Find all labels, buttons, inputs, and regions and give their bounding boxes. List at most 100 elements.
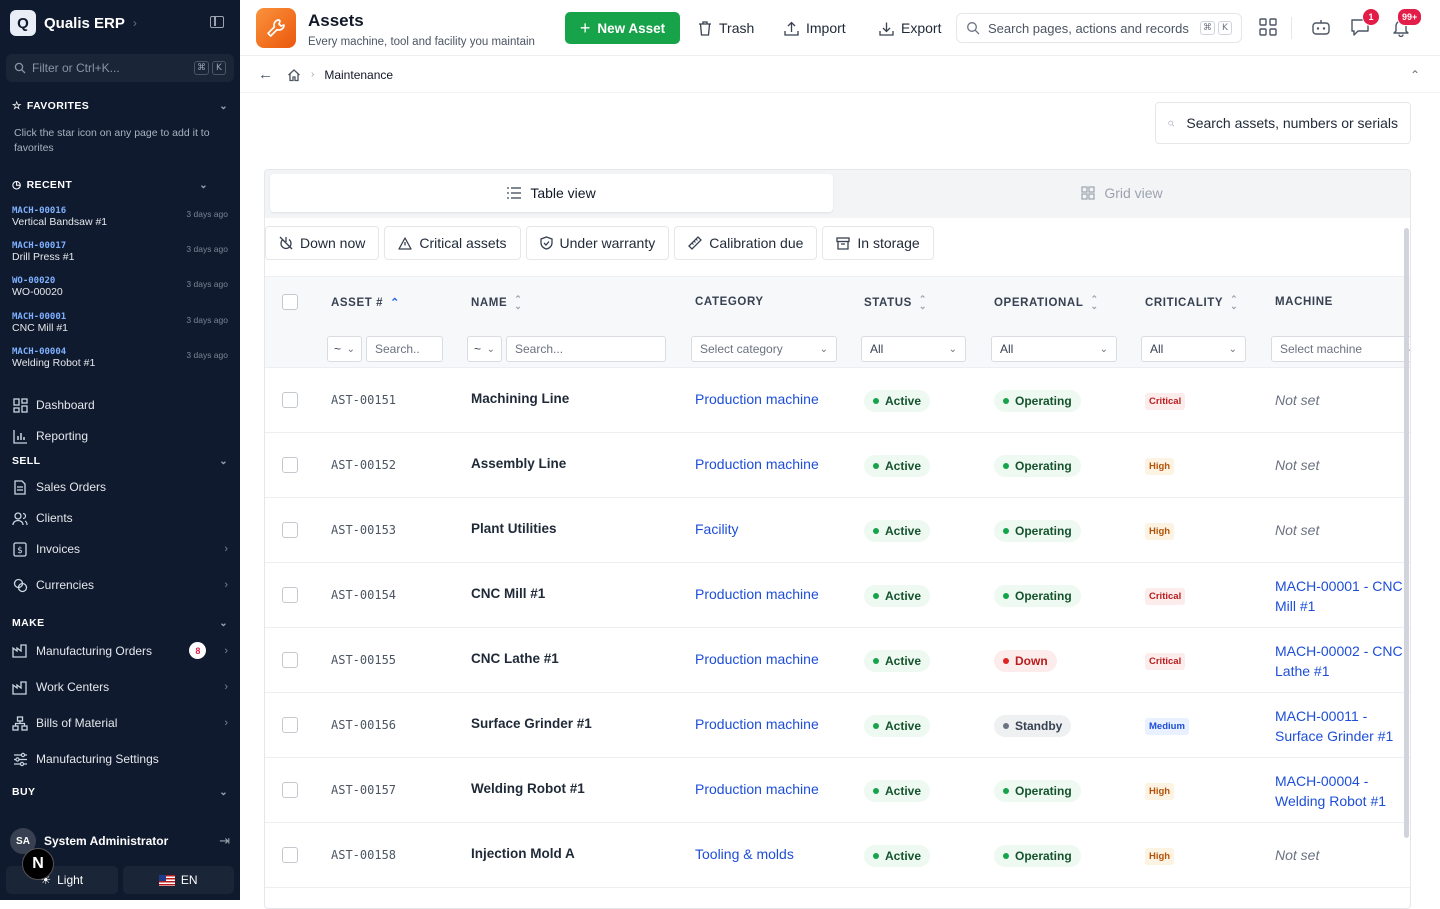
category-link[interactable]: Production machine	[695, 586, 819, 602]
tab-grid-view[interactable]: Grid view	[838, 174, 1406, 212]
name-search-filter[interactable]: Search...	[506, 336, 666, 362]
table-row[interactable]: AST-00152 Assembly Line Production machi…	[265, 433, 1410, 498]
category-link[interactable]: Production machine	[695, 781, 819, 797]
filter-under-warranty[interactable]: Under warranty	[525, 226, 670, 260]
asset-search-input[interactable]: Search assets, numbers or serials	[1155, 102, 1411, 144]
sidebar-item-work-centers[interactable]: Work Centers ›	[12, 679, 228, 695]
sidebar-item-bills-of-material[interactable]: Bills of Material ›	[12, 715, 228, 731]
table-row[interactable]: AST-00156 Surface Grinder #1 Production …	[265, 693, 1410, 758]
category-select[interactable]: Select category ⌄	[691, 336, 837, 362]
table-row[interactable]: AST-00153 Plant Utilities Facility Activ…	[265, 498, 1410, 563]
column-name[interactable]: NAME ⌃ ⌄	[471, 295, 522, 311]
buy-header[interactable]: BUY ⌄	[12, 786, 228, 798]
asset-name[interactable]: Assembly Line	[471, 456, 567, 471]
machine-link[interactable]: MACH-00002 - CNC Lathe #1	[1275, 643, 1403, 679]
asset-number[interactable]: AST-00155	[331, 653, 397, 667]
sidebar-item-currencies[interactable]: Currencies ›	[12, 577, 228, 593]
asset-operator-select[interactable]: ~ ⌄	[327, 336, 362, 362]
sidebar-item-sales-orders[interactable]: Sales Orders	[12, 479, 228, 495]
asset-name[interactable]: CNC Mill #1	[471, 586, 546, 601]
column-criticality[interactable]: CRITICALITY ⌃ ⌄	[1145, 295, 1238, 311]
new-asset-button[interactable]: + New Asset	[565, 12, 680, 44]
sidebar-item-clients[interactable]: Clients	[12, 510, 228, 526]
recent-item[interactable]: WO-00020 WO-00020 3 days ago	[12, 276, 228, 298]
export-button[interactable]: Export	[879, 12, 941, 44]
status-select[interactable]: All ⌄	[861, 336, 966, 362]
brand[interactable]: Q Qualis ERP ›	[10, 10, 137, 36]
sidebar-item-invoices[interactable]: $ Invoices ›	[12, 541, 228, 557]
asset-number[interactable]: AST-00156	[331, 718, 397, 732]
table-row[interactable]: AST-00154 CNC Mill #1 Production machine…	[265, 563, 1410, 628]
asset-number[interactable]: AST-00151	[331, 393, 397, 407]
machine-link[interactable]: MACH-00001 - CNC Mill #1	[1275, 578, 1403, 614]
chevron-up-icon[interactable]: ⌃	[1409, 67, 1420, 82]
user-profile[interactable]: SA System Administrator ⇥	[0, 826, 240, 856]
machine-select[interactable]: Select machine⌄	[1271, 336, 1410, 362]
filter-in-storage[interactable]: In storage	[822, 226, 934, 260]
sidebar-item-manufacturing-orders[interactable]: Manufacturing Orders 8 ›	[12, 642, 228, 659]
table-row[interactable]: AST-00157 Welding Robot #1 Production ma…	[265, 758, 1410, 823]
category-link[interactable]: Production machine	[695, 716, 819, 732]
column-asset-number[interactable]: ASSET # ⌃	[331, 296, 400, 310]
asset-name[interactable]: Injection Mold A	[471, 846, 575, 861]
recent-item[interactable]: MACH-00016 Vertical Bandsaw #1 3 days ag…	[12, 206, 228, 228]
row-checkbox[interactable]	[282, 847, 298, 863]
asset-number[interactable]: AST-00157	[331, 783, 397, 797]
language-selector[interactable]: EN	[122, 866, 234, 894]
import-button[interactable]: Import	[784, 12, 846, 44]
global-search-input[interactable]: Search pages, actions and records ⌘ K	[956, 13, 1242, 43]
row-checkbox[interactable]	[282, 717, 298, 733]
row-checkbox[interactable]	[282, 522, 298, 538]
table-row[interactable]: AST-00158 Injection Mold A Tooling & mol…	[265, 823, 1410, 888]
table-row[interactable]: AST-00155 CNC Lathe #1 Production machin…	[265, 628, 1410, 693]
back-arrow-icon[interactable]: ←	[258, 66, 273, 83]
asset-number[interactable]: AST-00158	[331, 848, 397, 862]
asset-number[interactable]: AST-00154	[331, 588, 397, 602]
filter-down-now[interactable]: Down now	[265, 226, 380, 260]
row-checkbox[interactable]	[282, 392, 298, 408]
table-row[interactable]: AST-00151 Machining Line Production mach…	[265, 368, 1410, 433]
sidebar-item-reporting[interactable]: Reporting	[12, 428, 228, 444]
recent-item[interactable]: MACH-00001 CNC Mill #1 3 days ago	[12, 312, 228, 334]
recent-item[interactable]: MACH-00004 Welding Robot #1 3 days ago	[12, 347, 228, 369]
home-icon[interactable]	[287, 68, 301, 82]
recent-header[interactable]: ◷ RECENT ⌄	[12, 179, 208, 191]
trash-button[interactable]: Trash	[698, 12, 754, 44]
machine-link[interactable]: MACH-00011 - Surface Grinder #1	[1275, 708, 1394, 744]
machine-link[interactable]: MACH-00004 - Welding Robot #1	[1275, 773, 1387, 809]
criticality-select[interactable]: All ⌄	[1141, 336, 1246, 362]
sidebar-item-dashboard[interactable]: Dashboard	[12, 397, 228, 413]
category-link[interactable]: Production machine	[695, 651, 819, 667]
operational-select[interactable]: All ⌄	[991, 336, 1117, 362]
make-header[interactable]: MAKE ⌄	[12, 617, 228, 629]
asset-name[interactable]: Plant Utilities	[471, 521, 557, 536]
assistant-bubble[interactable]: N	[22, 848, 54, 880]
column-status[interactable]: STATUS ⌃ ⌄	[864, 295, 927, 311]
asset-name[interactable]: Welding Robot #1	[471, 781, 585, 796]
column-operational[interactable]: OPERATIONAL ⌃ ⌄	[994, 295, 1099, 311]
filter-critical-assets[interactable]: Critical assets	[384, 226, 521, 260]
asset-number[interactable]: AST-00152	[331, 458, 397, 472]
recent-item[interactable]: MACH-00017 Drill Press #1 3 days ago	[12, 241, 228, 263]
row-checkbox[interactable]	[282, 587, 298, 603]
select-all-checkbox[interactable]	[282, 294, 298, 310]
logout-icon[interactable]: ⇥	[219, 833, 230, 848]
row-checkbox[interactable]	[282, 457, 298, 473]
scrollbar[interactable]	[1404, 228, 1409, 838]
collapse-sidebar-icon[interactable]	[210, 16, 224, 28]
asset-search-filter[interactable]: Search..	[366, 336, 443, 362]
breadcrumb-current[interactable]: Maintenance	[324, 67, 394, 82]
sell-header[interactable]: SELL ⌄	[12, 455, 228, 467]
row-checkbox[interactable]	[282, 652, 298, 668]
asset-name[interactable]: Machining Line	[471, 391, 570, 406]
asset-name[interactable]: Surface Grinder #1	[471, 716, 592, 731]
apps-grid-icon[interactable]	[1257, 16, 1279, 38]
favorites-header[interactable]: ☆ FAVORITES ⌄	[12, 100, 228, 112]
category-link[interactable]: Production machine	[695, 456, 819, 472]
filter-calibration-due[interactable]: Calibration due	[674, 226, 818, 260]
asset-number[interactable]: AST-00153	[331, 523, 397, 537]
asset-name[interactable]: CNC Lathe #1	[471, 651, 559, 666]
sidebar-filter-input[interactable]: Filter or Ctrl+K... ⌘ K	[6, 54, 234, 82]
category-link[interactable]: Facility	[695, 521, 739, 537]
category-link[interactable]: Tooling & molds	[695, 846, 794, 862]
